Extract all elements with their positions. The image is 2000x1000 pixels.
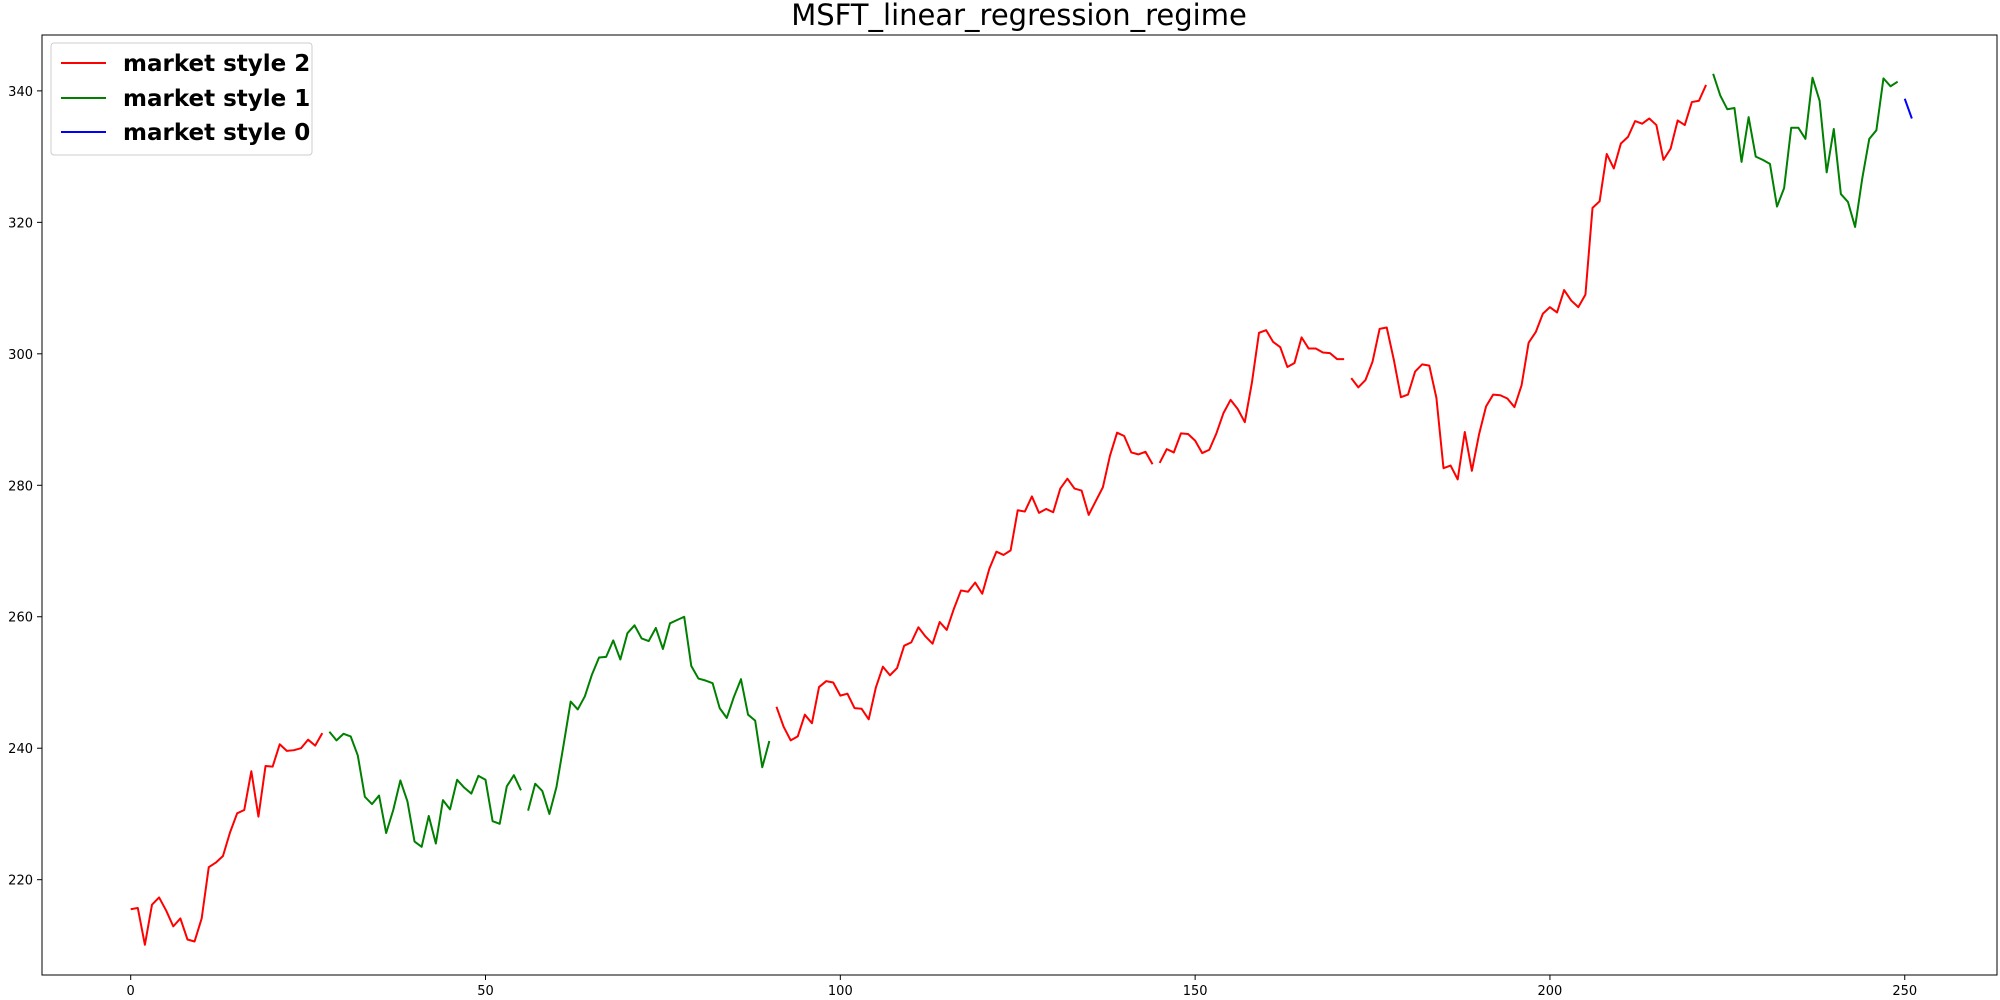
x-axis: 0 50 100 150 200 250 xyxy=(127,975,1917,999)
x-tick-label: 150 xyxy=(1183,984,1208,999)
legend: market style 2 market style 1 market sty… xyxy=(50,42,313,156)
legend-label-style-2: market style 2 xyxy=(123,51,310,77)
y-tick-label: 300 xyxy=(8,348,33,363)
series-layer xyxy=(130,73,1913,946)
legend-label-style-1: market style 1 xyxy=(123,86,310,112)
plot-area xyxy=(41,34,1998,976)
x-tick-label: 250 xyxy=(1892,984,1917,999)
y-tick-label: 260 xyxy=(8,611,33,626)
series-line-market-style-2-seg-3 xyxy=(775,431,1154,742)
series-line-market-style-2-seg-5 xyxy=(1350,84,1707,481)
y-tick-label: 280 xyxy=(8,479,33,494)
y-tick-label: 240 xyxy=(8,742,33,757)
y-tick-label: 220 xyxy=(8,874,33,889)
x-tick-label: 100 xyxy=(828,984,853,999)
y-tick-label: 340 xyxy=(8,85,33,100)
series-line-market-style-1-seg-2 xyxy=(527,615,771,815)
y-axis: 220 240 260 280 300 320 340 xyxy=(8,85,42,889)
series-line-market-style-2-seg-4 xyxy=(1158,329,1345,464)
series-line-market-style-2-seg-0 xyxy=(130,732,324,946)
series-line-market-style-1-seg-1 xyxy=(328,731,522,848)
series-line-market-style-0-seg-7 xyxy=(1903,98,1913,119)
x-tick-label: 50 xyxy=(477,984,494,999)
y-tick-label: 320 xyxy=(8,216,33,231)
x-tick-label: 200 xyxy=(1538,984,1563,999)
chart-title: MSFT_linear_regression_regime xyxy=(791,0,1247,32)
x-tick-label: 0 xyxy=(127,984,135,999)
legend-box xyxy=(50,42,313,156)
legend-label-style-0: market style 0 xyxy=(123,120,310,146)
series-line-market-style-1-seg-6 xyxy=(1712,73,1899,228)
